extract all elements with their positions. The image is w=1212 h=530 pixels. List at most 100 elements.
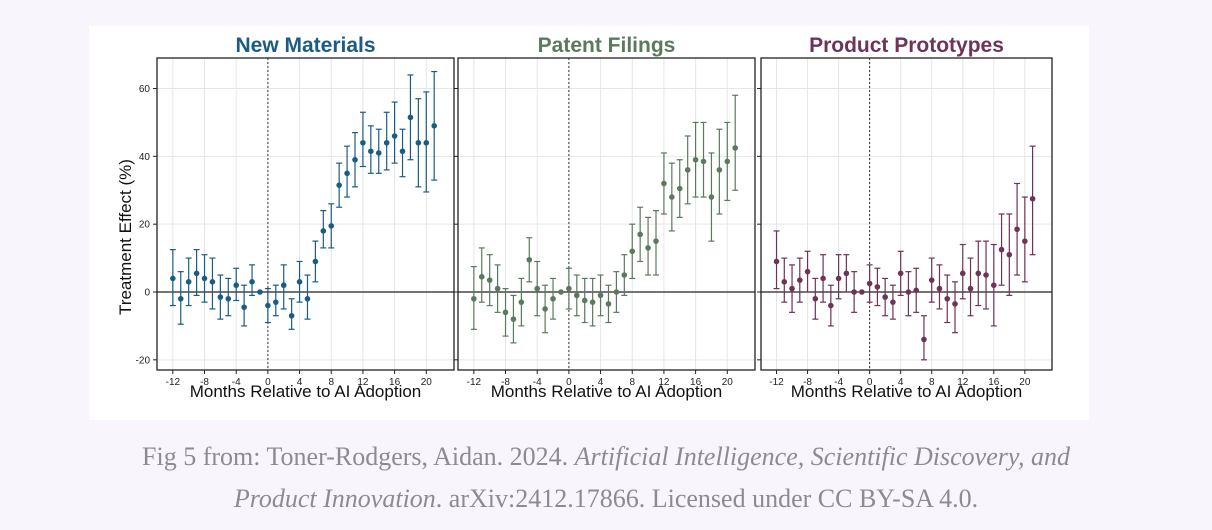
data-point <box>781 279 788 285</box>
data-point <box>700 158 707 165</box>
figure-panels: Treatment Effect (%) -12 -8 -4 0 4 8 12 16 20 -20… <box>116 34 1053 401</box>
data-point <box>613 289 620 295</box>
data-point <box>217 294 224 300</box>
data-point <box>177 295 184 302</box>
data-point <box>897 270 904 277</box>
data-point <box>542 306 548 312</box>
data-point <box>328 223 335 229</box>
x-tick-label: 16 <box>988 377 1000 388</box>
data-point <box>835 275 842 282</box>
caption-suffix: . arXiv:2412.17866. Licensed under CC BY… <box>435 484 979 513</box>
data-point <box>273 299 279 305</box>
data-point <box>574 292 580 299</box>
data-point <box>828 302 834 309</box>
data-point <box>566 285 572 292</box>
data-point <box>843 270 850 277</box>
data-point <box>708 194 715 200</box>
figure-caption: Fig 5 from: Toner-Rodgers, Aidan. 2024. … <box>0 436 1212 520</box>
data-point <box>502 309 509 316</box>
data-point <box>653 238 659 244</box>
data-point <box>249 279 255 285</box>
x-tick-label: -12 <box>467 377 482 388</box>
data-point <box>209 279 216 285</box>
caption-prefix: Fig 5 from: Toner-Rodgers, Aidan. 2024. <box>142 442 575 471</box>
data-point <box>692 156 699 163</box>
data-point <box>241 304 247 311</box>
panel-frame <box>156 57 455 371</box>
x-tick-label: 8 <box>929 377 935 388</box>
data-point <box>991 282 997 289</box>
data-point <box>336 182 342 188</box>
data-point <box>859 289 865 295</box>
data-point <box>959 270 966 277</box>
data-point <box>789 285 795 292</box>
figure-card: Treatment Effect (%) -12 -8 -4 0 4 8 12 16 20 -20… <box>89 26 1089 420</box>
x-tick-label: -12 <box>769 377 784 388</box>
x-tick-label: 4 <box>297 377 303 388</box>
data-point <box>375 150 382 156</box>
data-point <box>952 301 958 307</box>
x-tick-label: 12 <box>357 377 369 388</box>
y-axis-label: Treatment Effect (%) <box>116 159 135 315</box>
data-point <box>383 139 390 146</box>
data-point <box>998 246 1005 253</box>
caption-line-2: Product Innovation. arXiv:2412.17866. Li… <box>0 478 1212 520</box>
y-tick-label: 20 <box>139 220 151 231</box>
x-tick-label: 0 <box>867 377 873 388</box>
x-tick-label: -12 <box>166 377 181 388</box>
data-point <box>1006 251 1013 258</box>
x-tick-label: -4 <box>533 377 542 388</box>
data-point <box>882 294 888 300</box>
y-tick-label: 0 <box>144 288 150 299</box>
data-point <box>193 270 200 277</box>
data-point <box>724 158 731 165</box>
data-point <box>320 228 327 234</box>
data-point <box>534 285 540 292</box>
data-point <box>304 295 311 302</box>
data-point <box>621 272 628 278</box>
data-point <box>368 148 374 155</box>
data-point <box>550 295 556 302</box>
data-point <box>431 123 438 129</box>
x-tick-label: 16 <box>690 377 702 388</box>
data-point <box>526 256 533 263</box>
panel-title-product-prototypes: Product Prototypes <box>809 34 1004 57</box>
data-point <box>312 258 319 265</box>
data-point <box>257 289 263 295</box>
x-tick-label: 20 <box>421 377 433 388</box>
x-tick-label: -4 <box>232 377 241 388</box>
data-point <box>661 180 667 187</box>
data-point <box>684 167 691 173</box>
data-point <box>265 302 271 309</box>
data-point <box>407 114 414 121</box>
panel-title-new-materials: New Materials <box>235 34 375 57</box>
panel-new-materials: -12 -8 -4 0 4 8 12 16 20 -20 0 20 40 60 New Materials M… <box>136 34 455 401</box>
data-point <box>913 287 919 294</box>
data-point <box>296 279 303 285</box>
data-point <box>288 312 295 319</box>
data-point <box>352 156 358 163</box>
data-point <box>773 258 780 265</box>
caption-line-1: Fig 5 from: Toner-Rodgers, Aidan. 2024. … <box>0 436 1212 478</box>
data-point <box>478 273 485 280</box>
x-tick-label: -8 <box>200 377 209 388</box>
data-point <box>820 275 826 282</box>
data-point <box>597 292 604 299</box>
y-tick-label: 60 <box>139 84 151 95</box>
data-point <box>233 282 239 289</box>
data-point <box>518 299 525 305</box>
x-tick-label: 20 <box>722 377 734 388</box>
x-tick-label: 0 <box>265 377 271 388</box>
data-point <box>637 231 643 238</box>
y-tick-label: -20 <box>136 355 151 366</box>
data-point <box>866 280 873 287</box>
data-point <box>797 277 803 283</box>
caption-title-part1: Artificial Intelligence, Scientific Disc… <box>574 442 1070 471</box>
x-axis-label: Months Relative to AI Adoption <box>491 382 723 401</box>
data-point <box>804 268 811 275</box>
data-point <box>944 295 951 302</box>
panel-frame <box>457 57 756 371</box>
data-point <box>344 170 350 177</box>
x-tick-label: 12 <box>957 377 969 388</box>
data-point <box>890 299 896 305</box>
